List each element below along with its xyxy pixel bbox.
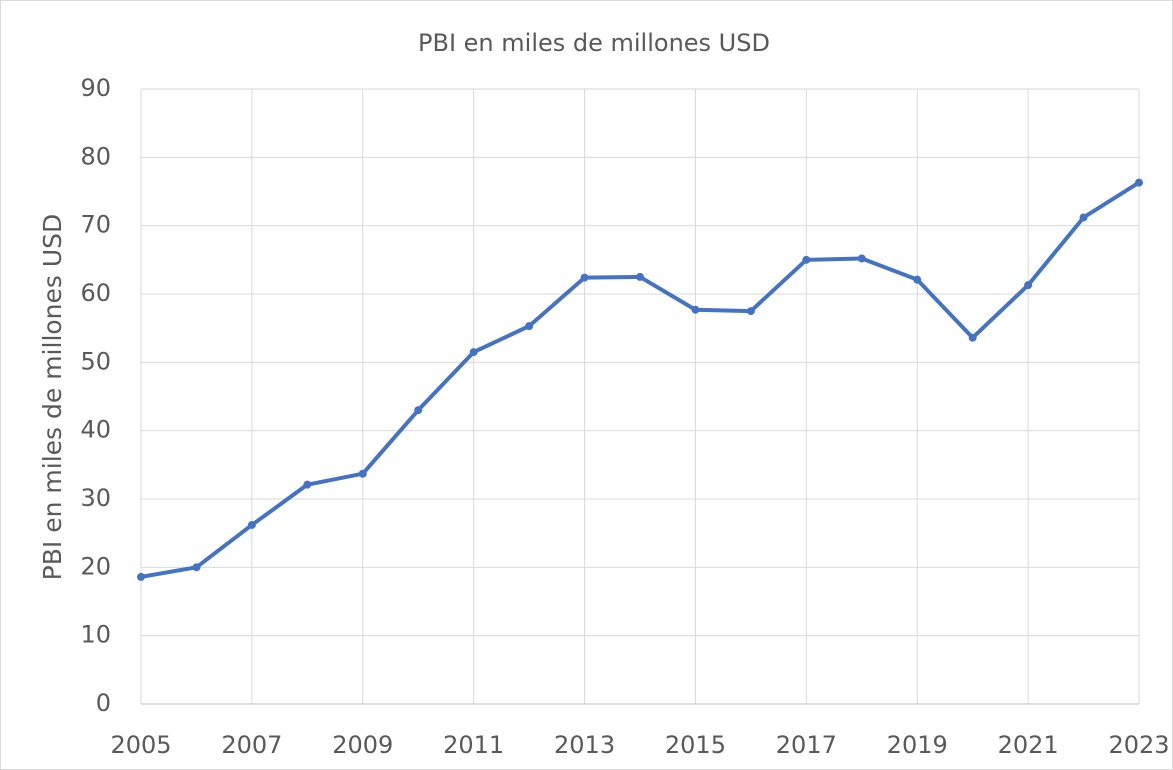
data-point — [580, 273, 589, 282]
data-point — [913, 275, 922, 284]
x-tick-label: 2015 — [665, 731, 726, 759]
x-tick-label: 2005 — [110, 731, 171, 759]
x-tick-label: 2009 — [332, 731, 393, 759]
data-point — [525, 322, 534, 331]
y-tick-label: 10 — [80, 621, 111, 649]
data-point — [137, 572, 145, 581]
y-tick-label: 90 — [80, 74, 111, 102]
x-tick-label: 2007 — [221, 731, 282, 759]
chart-title: PBI en miles de millones USD — [418, 29, 770, 57]
data-point — [1024, 281, 1033, 290]
x-tick-label: 2021 — [998, 731, 1059, 759]
y-axis-label: PBI en miles de millones USD — [38, 214, 67, 581]
data-point — [358, 469, 367, 478]
y-tick-label: 30 — [80, 484, 111, 512]
y-tick-label: 0 — [96, 689, 111, 717]
x-tick-label: 2019 — [887, 731, 948, 759]
y-tick-label: 80 — [80, 142, 111, 170]
y-tick-label: 50 — [80, 347, 111, 375]
data-point — [968, 333, 977, 342]
y-tick-label: 70 — [80, 211, 111, 239]
data-point — [303, 480, 312, 489]
data-point — [1079, 213, 1088, 222]
data-point — [746, 307, 755, 316]
data-point — [469, 348, 478, 357]
y-tick-label: 20 — [80, 552, 111, 580]
data-point — [1135, 178, 1143, 187]
y-tick-label: 40 — [80, 416, 111, 444]
data-point — [636, 272, 644, 281]
data-point — [857, 254, 866, 263]
x-tick-label: 2017 — [776, 731, 837, 759]
data-point — [802, 255, 811, 264]
y-tick-label: 60 — [80, 279, 111, 307]
data-point — [247, 520, 256, 529]
data-point — [414, 406, 423, 415]
x-tick-label: 2013 — [554, 731, 615, 759]
x-tick-label: 2011 — [443, 731, 504, 759]
x-tick-label: 2023 — [1108, 731, 1169, 759]
data-point — [192, 563, 201, 572]
data-point — [691, 305, 700, 314]
